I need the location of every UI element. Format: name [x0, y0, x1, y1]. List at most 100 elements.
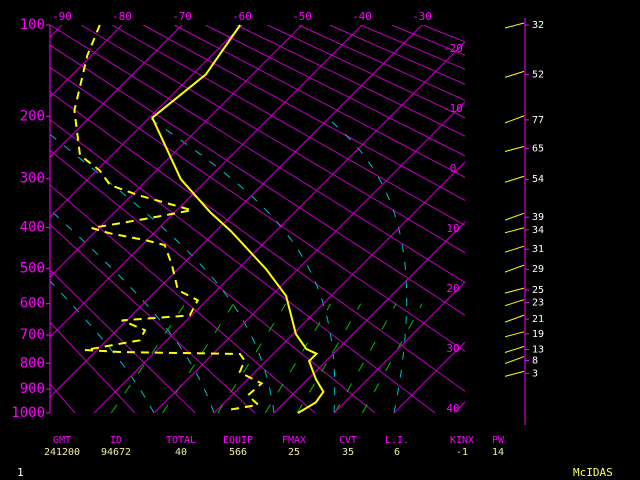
- stat-header: PW: [492, 435, 505, 446]
- wind-barb: [504, 356, 525, 365]
- dry-adiabat: [50, 66, 465, 352]
- isotherm-label: -20: [443, 42, 463, 55]
- wind-barb: [504, 314, 525, 323]
- isotherm: [213, 161, 465, 413]
- stat-header: FMAX: [282, 435, 306, 446]
- wind-label: 31: [532, 244, 544, 255]
- dry-adiabat: [142, 25, 465, 201]
- dry-adiabat: [50, 25, 465, 284]
- pressure-label: 800: [20, 355, 45, 371]
- wind-barb: [504, 70, 525, 78]
- isotherm-label: -60: [232, 10, 252, 23]
- wind-label: 25: [532, 285, 544, 296]
- pressure-label: 100: [20, 17, 45, 33]
- isotherm-label: -10: [443, 102, 463, 115]
- wind-label: 23: [532, 298, 544, 309]
- wind-barb: [504, 264, 525, 273]
- isotherm-label: -80: [112, 10, 132, 23]
- stat-value: 25: [288, 447, 300, 458]
- stat-value: 94672: [101, 447, 131, 458]
- stat-header: CVT: [339, 435, 357, 446]
- isotherm: [453, 401, 465, 413]
- isotherm: [93, 41, 465, 413]
- diagram-foreground: -90 -80 -70 -60 -50 -40 -30 -20 -10 0 10 20 30 40 100 2…: [11, 10, 544, 421]
- isotherm: [393, 341, 465, 413]
- wind-label: 8: [532, 356, 538, 367]
- pressure-label: 400: [20, 220, 45, 236]
- isotherm-label: -70: [172, 10, 192, 23]
- moist-adiabat: [50, 280, 155, 413]
- wind-barb: [504, 370, 525, 377]
- wind-barb: [504, 345, 525, 353]
- dry-adiabat: [50, 44, 465, 316]
- isotherm: [50, 25, 303, 278]
- dry-adiabat: [50, 118, 436, 413]
- isotherm-label: 20: [446, 282, 459, 295]
- wind-barb: [504, 22, 525, 29]
- isotherm-label: -40: [352, 10, 372, 23]
- isotherm: [50, 25, 243, 218]
- mixing-ratio-line: [217, 303, 287, 413]
- isotherm-label: 10: [446, 222, 459, 235]
- wind-label: 32: [532, 20, 544, 31]
- dry-adiabat: [236, 25, 465, 137]
- stat-value: 241200: [44, 447, 80, 458]
- isotherm-label: 0: [450, 162, 457, 175]
- stat-header: GMT: [53, 435, 71, 446]
- wind-barb: [504, 146, 525, 152]
- wind-label: 77: [532, 115, 544, 126]
- wind-label: 39: [532, 212, 544, 223]
- wind-barb: [504, 115, 525, 124]
- dry-adiabat: [50, 184, 316, 413]
- moist-adiabat: [50, 209, 215, 413]
- mixing-ratio-line: [264, 303, 332, 413]
- wind-label: 29: [532, 264, 544, 275]
- wind-barb: [504, 287, 525, 294]
- isotherm-label: 40: [446, 402, 459, 415]
- wind-barb: [504, 331, 525, 338]
- stat-header: ID: [110, 435, 122, 446]
- pressure-label: 1000: [11, 405, 45, 421]
- pressure-label: 300: [20, 171, 45, 187]
- isotherm: [50, 25, 183, 158]
- mixing-ratio-line: [334, 303, 397, 413]
- mixing-ratio-line: [162, 303, 235, 413]
- pressure-label: 700: [20, 327, 45, 343]
- pressure-label: 200: [20, 108, 45, 124]
- temperature-line: [151, 24, 325, 414]
- stat-value: 6: [394, 447, 400, 458]
- dry-adiabat: [360, 25, 465, 70]
- dry-adiabat: [391, 25, 465, 56]
- stat-value: 566: [229, 447, 247, 458]
- stat-header: L.I.: [385, 435, 409, 446]
- page-number: 1: [17, 466, 24, 479]
- isotherm-label: -30: [412, 10, 432, 23]
- stat-header: KINX: [450, 435, 474, 446]
- wind-label: 3: [532, 368, 538, 379]
- stat-value: 40: [175, 447, 187, 458]
- wind-label: 54: [532, 174, 544, 185]
- wind-barb: [504, 175, 525, 183]
- stat-value: 14: [492, 447, 504, 458]
- mixing-ratio-line: [361, 303, 423, 413]
- wind-label: 19: [532, 329, 544, 340]
- pressure-label: 600: [20, 296, 45, 312]
- dry-adiabat: [298, 25, 465, 101]
- isotherm: [50, 25, 423, 398]
- dry-adiabat: [50, 91, 465, 392]
- isotherm: [333, 281, 465, 413]
- stat-value: 35: [342, 447, 354, 458]
- dry-adiabat: [80, 25, 465, 254]
- wind-label: 21: [532, 314, 544, 325]
- stat-value: -1: [456, 447, 468, 458]
- wind-label: 34: [532, 225, 544, 236]
- wind-barb: [504, 245, 525, 253]
- dry-adiabat: [50, 321, 136, 413]
- moist-adiabat: [324, 115, 408, 413]
- dry-adiabat: [205, 25, 465, 157]
- dewpoint-line: [73, 24, 264, 411]
- mixing-ratio-line: [296, 303, 362, 413]
- isotherm: [50, 25, 363, 338]
- dry-adiabat: [50, 269, 196, 413]
